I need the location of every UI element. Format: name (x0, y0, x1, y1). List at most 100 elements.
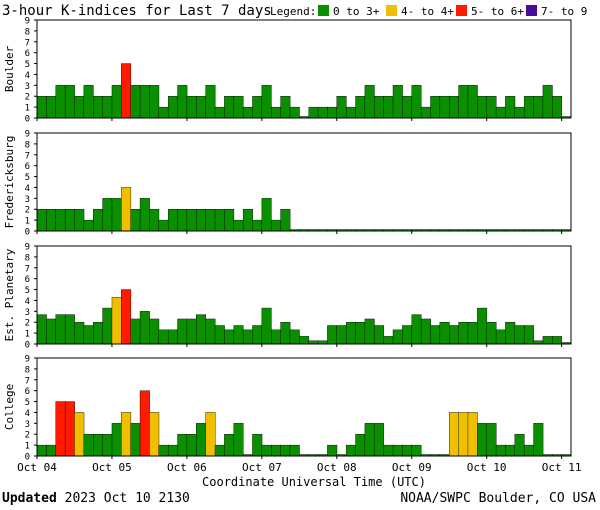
kp-bar (289, 329, 300, 345)
kp-bar (167, 444, 178, 457)
y-tick-label: 1 (25, 442, 30, 452)
kp-bar (533, 96, 544, 119)
x-tick-label: Oct 09 (392, 461, 432, 474)
x-tick-label: Oct 07 (242, 461, 282, 474)
kp-bar (233, 219, 244, 232)
kp-bar (327, 444, 338, 457)
y-tick-label: 6 (25, 275, 30, 285)
kp-bar (214, 444, 225, 457)
kp-bar (271, 444, 281, 457)
y-tick-label: 2 (25, 206, 30, 216)
kp-bar (486, 96, 497, 119)
kp-bar (224, 434, 235, 457)
kp-bar (233, 423, 244, 457)
y-tick-label: 1 (25, 330, 30, 340)
kp-bar (149, 412, 160, 457)
kp-bar (495, 106, 506, 119)
kp-bar (111, 198, 122, 232)
kp-bar (139, 390, 150, 457)
kp-bar (214, 106, 225, 119)
kp-bar (252, 325, 263, 345)
kp-bar (523, 96, 534, 119)
kp-bar (383, 336, 394, 345)
kp-bar (449, 412, 459, 457)
panel-label: College (3, 384, 16, 430)
kp-bar (102, 96, 113, 119)
kp-bar (336, 325, 347, 345)
panel-frame (36, 357, 572, 457)
legend-entry: 4- to 4+ (401, 5, 454, 18)
y-tick-label: 5 (25, 286, 30, 296)
kp-bar (261, 198, 272, 232)
kp-bar (327, 106, 338, 119)
kp-bar (402, 444, 413, 457)
kp-bar (299, 336, 310, 345)
kp-bar (149, 209, 160, 232)
legend-entry: 5- to 6+ (471, 5, 524, 18)
kp-bar (280, 209, 291, 232)
kp-bar (280, 96, 291, 119)
y-tick-label: 4 (25, 184, 30, 194)
y-tick-label: 9 (25, 355, 30, 365)
kp-bar (158, 329, 169, 345)
panel-frame (36, 19, 572, 119)
kp-bar (139, 311, 150, 345)
kp-bar (196, 314, 207, 345)
kp-bar (83, 434, 94, 457)
kp-bar (55, 314, 66, 345)
kp-bar (102, 434, 113, 457)
kp-bar (177, 85, 188, 119)
y-tick-label: 4 (25, 297, 30, 307)
kp-bar (495, 444, 506, 457)
kp-bar (74, 412, 85, 457)
y-tick-label: 3 (25, 308, 30, 318)
kp-bar (74, 96, 85, 119)
kp-bar (196, 96, 207, 119)
kp-bar (542, 85, 553, 119)
kp-bar (93, 96, 103, 119)
kp-bar (280, 444, 291, 457)
kp-bar (74, 209, 85, 232)
kp-bar (271, 106, 281, 119)
kp-bar (420, 318, 431, 345)
y-tick-label: 8 (25, 27, 30, 37)
kp-bar (430, 325, 441, 345)
kp-bar (289, 106, 300, 119)
kp-bar (542, 336, 553, 345)
kp-bar (317, 106, 328, 119)
kp-bar (46, 96, 57, 119)
kp-bar (411, 314, 422, 345)
legend-swatch (526, 5, 537, 16)
y-tick-label: 9 (25, 17, 30, 27)
kp-bar (505, 322, 516, 345)
kp-bar (430, 96, 441, 119)
kp-bar (271, 219, 281, 232)
kp-bar (46, 318, 57, 345)
y-tick-label: 9 (25, 243, 30, 253)
legend-label: Legend: (270, 5, 316, 18)
x-tick-label: Oct 06 (167, 461, 207, 474)
updated-label: Updated (2, 491, 57, 506)
y-tick-label: 5 (25, 60, 30, 70)
kp-bar (374, 96, 385, 119)
y-tick-label: 0 (25, 115, 30, 125)
kp-bar (186, 209, 197, 232)
kp-bar (83, 219, 94, 232)
y-tick-label: 3 (25, 82, 30, 92)
kp-bar (355, 96, 366, 119)
kp-bar (345, 444, 356, 457)
panel-label: Fredericksburg (3, 136, 16, 229)
kp-bar (477, 423, 488, 457)
y-tick-label: 7 (25, 264, 30, 274)
kp-bar (449, 325, 459, 345)
kp-bar (271, 329, 281, 345)
y-tick-label: 4 (25, 409, 30, 419)
kp-bar (364, 423, 375, 457)
kp-bar (486, 322, 497, 345)
kp-bar (552, 96, 563, 119)
legend-swatch (318, 5, 329, 16)
x-tick-label: Oct 05 (92, 461, 132, 474)
kp-bar (121, 412, 132, 457)
panel-frame (36, 132, 572, 232)
y-tick-label: 0 (25, 453, 30, 463)
